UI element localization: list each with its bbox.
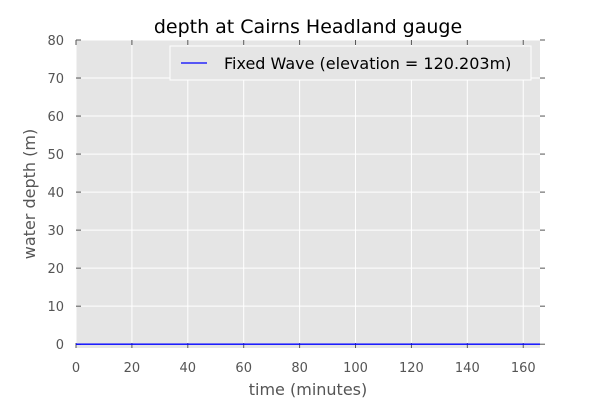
x-tick-label: 80 <box>291 361 308 376</box>
x-tick-label: 120 <box>399 361 424 376</box>
axis-ticks: 0 20 40 60 80 100 120 140 160 0 10 20 30 40 50 60 70 80 <box>47 34 545 376</box>
x-tick-label: 20 <box>124 361 141 376</box>
plot-area <box>76 40 540 348</box>
x-axis-label: time (minutes) <box>249 380 367 399</box>
x-tick-label: 100 <box>343 361 368 376</box>
y-tick-label: 80 <box>47 34 64 49</box>
x-tick-label: 60 <box>235 361 252 376</box>
y-tick-label: 10 <box>47 300 64 315</box>
y-tick-label: 20 <box>47 262 64 277</box>
y-tick-label: 60 <box>47 110 64 125</box>
y-tick-label: 30 <box>47 224 64 239</box>
legend-box <box>169 45 532 81</box>
legend-entry: Fixed Wave (elevation = 120.203m) <box>224 54 511 73</box>
y-axis-label: water depth (m) <box>20 129 39 259</box>
y-tick-label: 70 <box>47 72 64 87</box>
x-tick-label: 40 <box>180 361 197 376</box>
chart-title: depth at Cairns Headland gauge <box>154 16 462 38</box>
y-tick-label: 0 <box>56 338 64 353</box>
y-tick-label: 50 <box>47 148 64 163</box>
x-tick-label: 0 <box>72 361 80 376</box>
legend: Fixed Wave (elevation = 120.203m) <box>169 45 532 81</box>
x-tick-label: 160 <box>511 361 536 376</box>
x-tick-label: 140 <box>455 361 480 376</box>
y-tick-label: 40 <box>47 186 64 201</box>
